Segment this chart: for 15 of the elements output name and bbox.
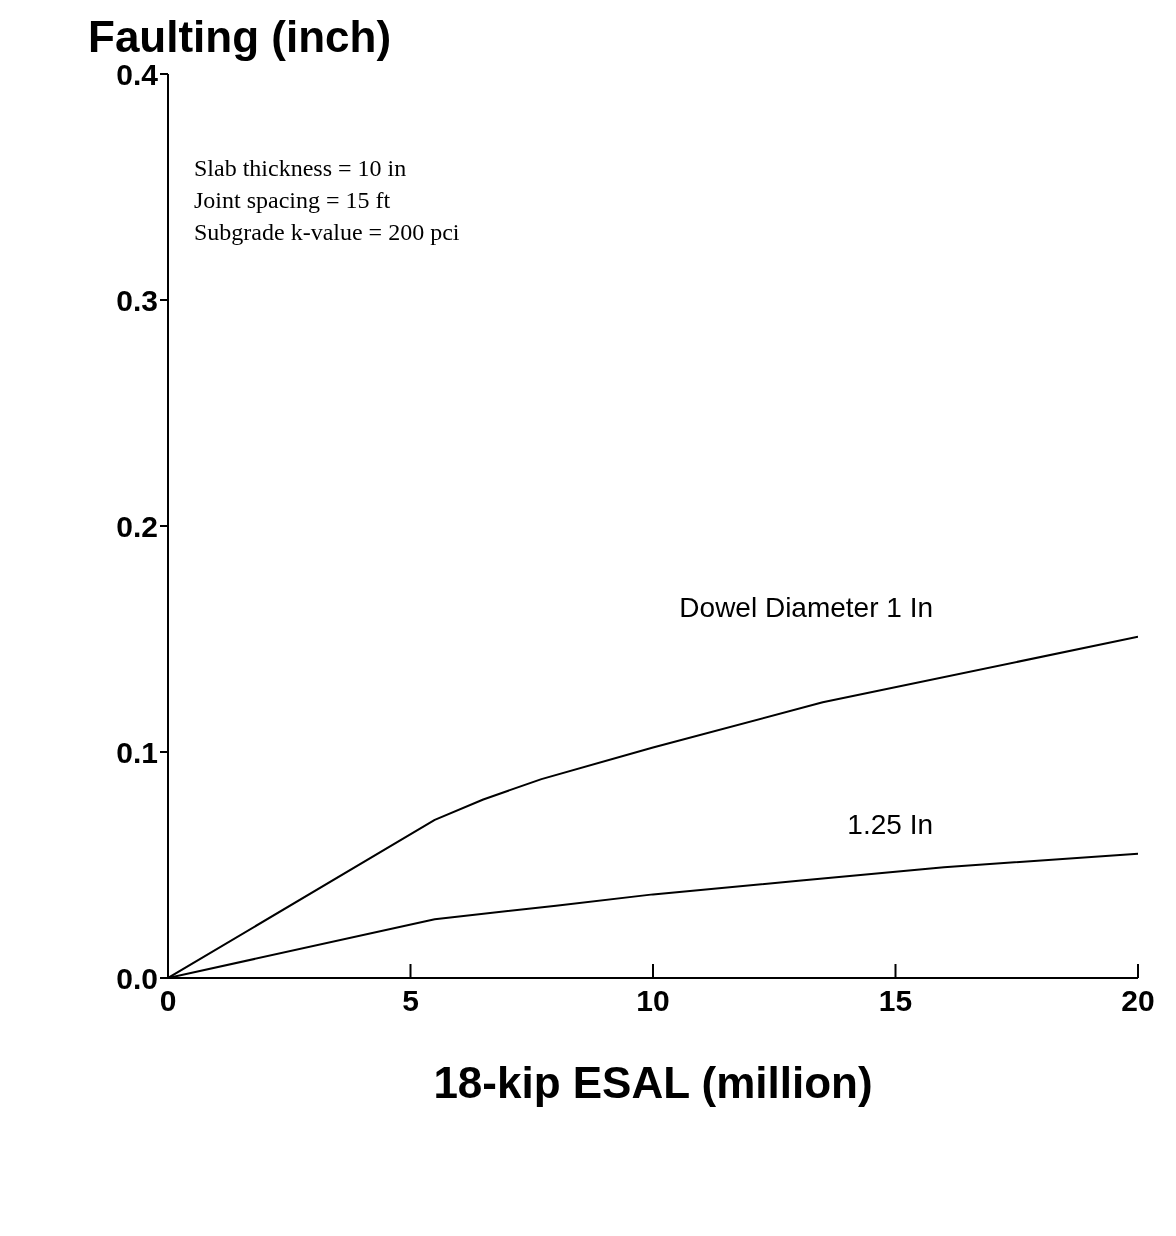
y-tick-label: 0.1 [116,735,158,769]
y-tick-label: 0.2 [116,509,158,543]
annotation: Slab thickness = 10 in [194,154,408,183]
y-tick-label: 0.3 [116,283,158,317]
series-label: 1.25 In [847,808,933,840]
x-tick-label: 20 [1121,984,1155,1018]
y-tick-label: 0.0 [116,961,158,995]
x-tick-label: 0 [159,984,177,1018]
series-label: Dowel Diameter 1 In [679,591,933,623]
x-tick-label: 10 [636,984,670,1018]
x-tick-label: 5 [402,984,419,1018]
annotation: Joint spacing = 15 ft [194,186,392,215]
x-axis-title: 18-kip ESAL (million) [433,1058,873,1107]
x-tick-label: 15 [878,984,913,1018]
annotation: Subgrade k-value = 200 pci [194,218,460,247]
